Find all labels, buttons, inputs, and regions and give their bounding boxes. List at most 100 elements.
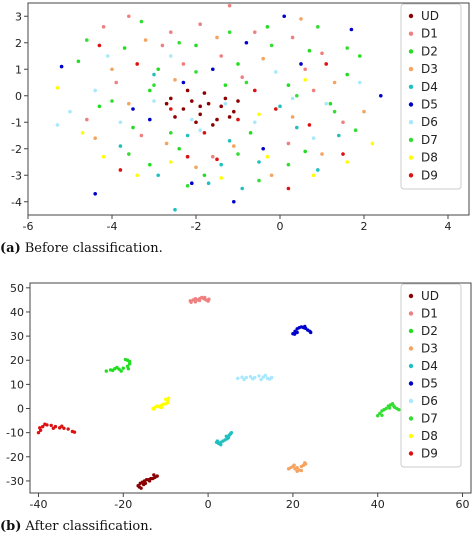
point-d4 [278,104,282,109]
y-tick-label: -3 [11,169,22,182]
point-d3 [289,465,293,470]
legend-label-d5: D5 [421,377,438,391]
point-d6 [190,117,194,122]
point-d7 [380,413,384,417]
point-d3 [164,141,169,146]
point-d3 [173,78,177,82]
point-d4 [227,139,232,143]
point-d5 [181,80,186,85]
point-d7 [110,99,114,103]
legend-marker-d2 [408,49,414,54]
point-d9 [97,43,102,48]
legend-label-d1: D1 [421,307,438,321]
point-d9 [135,62,139,66]
point-d8 [303,78,308,82]
scatter-points [36,295,401,490]
point-d5 [303,324,307,329]
y-tick-label: 40 [10,306,24,319]
legend-label-d9: D9 [421,447,438,461]
point-d2 [248,131,253,135]
point-d3 [215,35,219,40]
point-d2 [202,173,207,178]
point-d9 [38,426,42,430]
point-d3 [269,173,274,178]
point-d3 [194,165,198,170]
point-d7 [85,38,89,42]
point-d1 [203,295,207,300]
caption-text: After classification. [24,519,152,534]
point-d5 [232,199,236,204]
legend-marker-d7 [408,137,414,143]
point-d6 [152,99,156,103]
point-d4 [173,207,177,212]
x-tick-label: -6 [23,220,34,233]
point-d2 [286,83,291,87]
point-d2 [119,369,123,373]
y-tick-label: 50 [10,282,24,295]
point-d7 [286,162,291,167]
point-d7 [177,40,181,45]
point-d6 [358,80,362,85]
legend-label-d3: D3 [421,62,438,76]
point-d8 [101,154,106,159]
y-tick-label: -1 [11,116,22,129]
point-d1 [227,3,232,8]
point-d2 [345,72,350,77]
point-ud [236,99,240,103]
legend-marker-d1 [408,311,414,316]
point-d7 [236,152,240,156]
point-d5 [211,67,215,72]
point-d4 [229,430,234,435]
point-ud [152,473,156,477]
point-ud [198,112,202,117]
point-d2 [123,357,128,362]
point-d1 [193,300,198,304]
y-tick-label: -10 [6,427,24,440]
point-d9 [72,430,77,434]
legend-marker-d2 [408,328,414,334]
point-d5 [148,117,152,122]
y-tick-label: -30 [6,475,24,488]
point-ud [141,482,146,487]
point-ud [169,96,173,101]
point-d1 [114,80,118,85]
legend-marker-d5 [408,381,414,386]
point-d3 [232,144,236,148]
point-d2 [236,62,240,66]
point-d2 [122,46,127,50]
y-tick-label: 1 [15,63,22,76]
legend-label-d2: D2 [421,324,438,338]
legend-box [400,283,462,468]
legend-marker-d1 [408,31,414,36]
point-d1 [341,120,345,125]
point-d7 [257,178,261,183]
point-d6 [253,120,257,125]
point-d4 [219,443,223,447]
point-d2 [177,146,181,151]
point-d2 [148,88,152,93]
point-d9 [185,154,190,159]
point-d3 [299,468,304,473]
point-d9 [215,157,219,162]
point-d7 [269,43,274,48]
point-d2 [358,54,362,58]
point-d4 [118,144,123,148]
point-d9 [307,123,312,127]
point-d8 [169,160,173,164]
point-d3 [299,17,303,21]
point-d5 [59,64,64,69]
point-d8 [163,397,168,402]
point-d3 [295,469,299,473]
point-d8 [152,407,156,411]
point-d1 [320,51,324,56]
point-d5 [292,332,297,336]
point-d8 [345,160,350,164]
point-d7 [295,93,299,98]
point-d8 [159,405,164,410]
point-d7 [387,406,392,410]
point-d6 [250,377,255,381]
point-d1 [303,67,308,72]
point-d5 [282,14,287,19]
plot-area [29,282,472,494]
point-d3 [93,136,97,140]
